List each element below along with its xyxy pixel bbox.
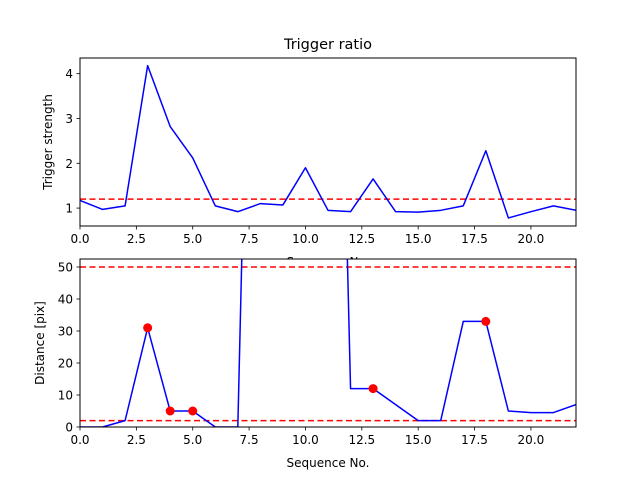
bottom-x-tick-label: 12.5 bbox=[348, 433, 375, 447]
top-x-tick-label: 10.0 bbox=[292, 232, 319, 246]
top-series-line-0 bbox=[80, 64, 576, 219]
bottom-marker-point bbox=[188, 406, 198, 416]
top-x-tick-label: 0.0 bbox=[70, 232, 89, 246]
top-axes-frame bbox=[79, 57, 577, 227]
bottom-y-tick-label: 40 bbox=[58, 293, 73, 307]
bottom-series-line-0 bbox=[80, 259, 576, 427]
top-x-tick-label: 2.5 bbox=[127, 232, 146, 246]
bottom-ticks: 0.0 2.5 5.0 7.5 10.0 12.5 15.0 17.5 20.0 0 10 20 30 4… bbox=[58, 261, 545, 448]
bottom-y-tick-label: 50 bbox=[58, 261, 73, 275]
top-plot-area bbox=[80, 64, 576, 219]
bottom-plot-area bbox=[80, 259, 576, 427]
top-chart-title: Trigger ratio bbox=[283, 37, 372, 53]
bottom-marker-point bbox=[143, 323, 153, 333]
top-x-tick-label: 12.5 bbox=[348, 232, 375, 246]
bottom-y-tick-label: 20 bbox=[58, 357, 73, 371]
bottom-y-tick-label: 30 bbox=[58, 325, 73, 339]
bottom-marker-point bbox=[481, 316, 491, 326]
bottom-x-tick-label: 5.0 bbox=[183, 433, 202, 447]
top-x-tick-label: 15.0 bbox=[405, 232, 432, 246]
top-x-tick-label: 7.5 bbox=[240, 232, 259, 246]
top-x-tick-label: 17.5 bbox=[461, 232, 488, 246]
top-y-axis-label: Trigger strength bbox=[41, 94, 55, 191]
top-x-tick-label: 20.0 bbox=[518, 232, 545, 246]
bottom-marker-point bbox=[368, 384, 378, 394]
bottom-y-axis-label: Distance [pix] bbox=[33, 301, 47, 385]
bottom-x-tick-label: 2.5 bbox=[127, 433, 146, 447]
bottom-axes-background bbox=[80, 259, 576, 427]
top-x-tick-label: 5.0 bbox=[183, 232, 202, 246]
bottom-x-tick-label: 15.0 bbox=[405, 433, 432, 447]
top-subplot: Trigger ratio 0.0 2.5 5.0 7.5 10.0 12.5 15.0 17… bbox=[41, 37, 577, 269]
bottom-x-axis-label: Sequence No. bbox=[287, 456, 370, 470]
top-y-tick-label: 1 bbox=[65, 202, 73, 216]
top-y-tick-label: 4 bbox=[65, 67, 73, 81]
bottom-x-tick-label: 20.0 bbox=[518, 433, 545, 447]
bottom-axes-frame bbox=[79, 258, 577, 428]
bottom-x-tick-label: 0.0 bbox=[70, 433, 89, 447]
bottom-subplot: 0.0 2.5 5.0 7.5 10.0 12.5 15.0 17.5 20.0 0 10 20 30 4… bbox=[33, 258, 577, 470]
top-y-tick-label: 2 bbox=[65, 157, 73, 171]
top-ticks: 0.0 2.5 5.0 7.5 10.0 12.5 15.0 17.5 20.0 1 2 3 4 bbox=[65, 67, 544, 246]
bottom-x-tick-label: 7.5 bbox=[240, 433, 259, 447]
bottom-x-tick-label: 10.0 bbox=[292, 433, 319, 447]
bottom-y-tick-label: 10 bbox=[58, 389, 73, 403]
bottom-x-tick-label: 17.5 bbox=[461, 433, 488, 447]
bottom-marker-point bbox=[165, 406, 175, 416]
bottom-y-tick-label: 0 bbox=[65, 421, 73, 435]
top-y-tick-label: 3 bbox=[65, 112, 73, 126]
